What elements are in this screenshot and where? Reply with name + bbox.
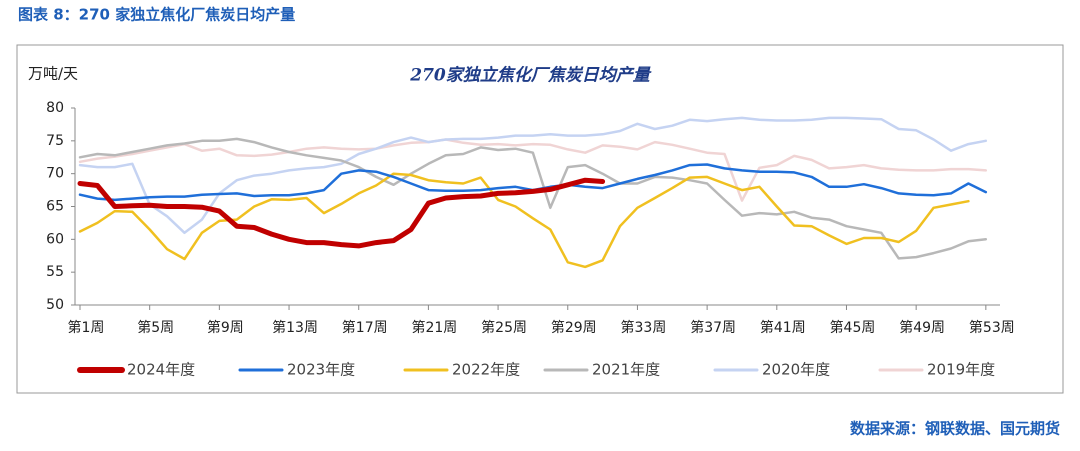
x-tick-label: 第5周 — [137, 319, 174, 336]
x-tick-label: 第21周 — [411, 319, 457, 336]
x-tick-label: 第45周 — [830, 319, 876, 336]
legend-label: 2024年度 — [127, 361, 195, 379]
series-line — [78, 137, 988, 260]
x-tick-label: 第41周 — [760, 319, 806, 336]
x-tick-label: 第13周 — [272, 319, 318, 336]
x-tick-label: 第9周 — [207, 319, 244, 336]
x-tick-label: 第17周 — [342, 319, 388, 336]
legend-label: 2021年度 — [592, 361, 660, 379]
legend-label: 2019年度 — [927, 361, 995, 379]
y-tick-label: 55 — [46, 264, 64, 280]
series-line — [77, 177, 606, 249]
x-tick-label: 第53周 — [969, 319, 1015, 336]
y-tick-label: 80 — [46, 100, 64, 116]
y-tick-label: 70 — [46, 166, 64, 182]
legend-label: 2020年度 — [762, 361, 830, 379]
x-tick-label: 第49周 — [899, 319, 945, 336]
y-tick-label: 60 — [46, 231, 64, 247]
x-tick-label: 第33周 — [621, 319, 667, 336]
legend-label: 2023年度 — [287, 361, 355, 379]
x-tick-label: 第29周 — [551, 319, 597, 336]
y-tick-label: 75 — [46, 133, 64, 149]
chart-frame — [16, 44, 1064, 394]
series-line — [78, 138, 988, 202]
y-tick-label: 50 — [46, 297, 64, 313]
series-line — [78, 163, 988, 202]
source: 数据来源：钢联数据、国元期货 — [850, 420, 1060, 438]
y-tick-label: 65 — [46, 199, 64, 215]
x-tick-label: 第1周 — [68, 319, 105, 336]
legend-label: 2022年度 — [452, 361, 520, 379]
x-tick-label: 第37周 — [690, 319, 736, 336]
x-tick-label: 第25周 — [481, 319, 527, 336]
y-axis-label: 万吨/天 — [28, 65, 78, 83]
chart-title: 270家独立焦化厂焦炭日均产量 — [409, 66, 651, 86]
header: 图表 8：270 家独立焦化厂焦炭日均产量 — [18, 6, 295, 24]
series-line — [78, 116, 988, 235]
